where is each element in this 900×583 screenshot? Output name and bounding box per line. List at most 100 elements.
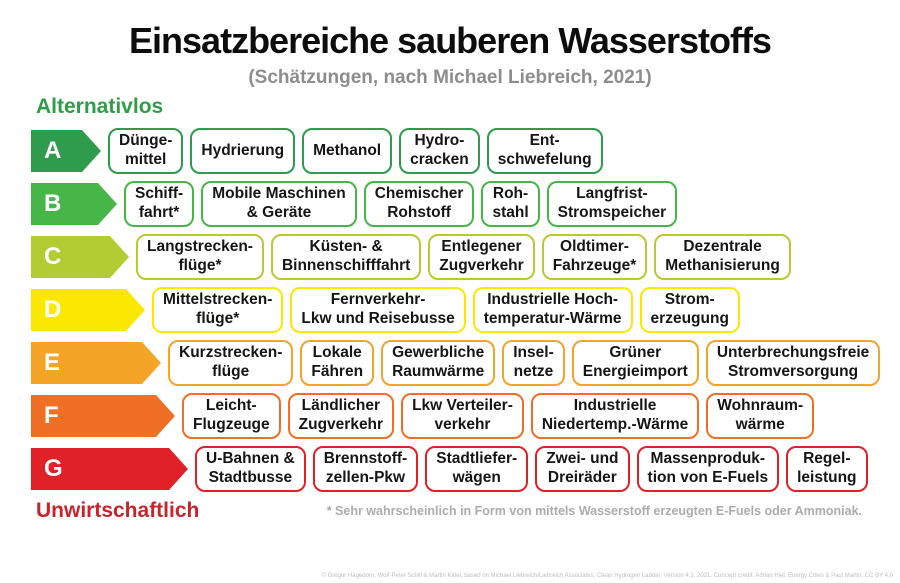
use-case-label: Zwei- und Dreiräder xyxy=(546,450,619,486)
ladder: A Dünge- mittel Hydrierung Methanol Hydro- c… xyxy=(31,128,900,492)
use-case-box: Leicht- Flugzeuge xyxy=(182,393,281,439)
use-case-label: Industrielle Hoch- temperatur-Wärme xyxy=(483,291,622,327)
use-case-label: Kurzstrecken- flüge xyxy=(179,344,283,380)
use-case-box: Unterbrechungsfreie Stromversorgung xyxy=(705,340,881,386)
grade-arrow-a: A xyxy=(31,130,101,172)
use-case-label: Hydrierung xyxy=(201,141,285,159)
use-case-label: Dezentrale Methanisierung xyxy=(665,238,780,274)
grade-arrow-c: C xyxy=(31,236,129,278)
use-case-box: Methanol xyxy=(302,128,393,174)
use-case-box: Regel- leistung xyxy=(786,446,868,492)
use-case-box: Zwei- und Dreiräder xyxy=(535,446,630,492)
grade-arrow-d: D xyxy=(31,289,145,331)
use-case-label: Ländlicher Zugverkehr xyxy=(298,397,384,433)
use-case-label: Methanol xyxy=(313,141,382,159)
use-case-box: U-Bahnen & Stadtbusse xyxy=(195,446,306,492)
grade-arrow-b: B xyxy=(31,183,117,225)
grade-arrow-e: E xyxy=(31,342,161,384)
use-case-label: Oldtimer- Fahrzeuge* xyxy=(552,238,637,274)
use-case-box: Küsten- & Binnenschifffahrt xyxy=(270,234,422,280)
use-case-label: Lokale Fähren xyxy=(311,344,364,380)
scale-label-best: Alternativlos xyxy=(36,95,164,118)
use-case-label: Stadtliefer- wägen xyxy=(436,450,518,486)
grade-letter: B xyxy=(44,190,62,217)
use-case-box: Entlegener Zugverkehr xyxy=(428,234,535,280)
use-case-box: Massenproduk- tion von E-Fuels xyxy=(636,446,780,492)
use-case-box: Hydro- cracken xyxy=(399,128,480,174)
use-case-label: Brennstoff- zellen-Pkw xyxy=(323,450,408,486)
use-case-box: Industrielle Niedertemp.-Wärme xyxy=(530,393,700,439)
use-case-label: Roh- stahl xyxy=(492,185,529,221)
use-case-label: Grüner Energieimport xyxy=(582,344,688,380)
grade-arrow-g: G xyxy=(31,448,188,490)
use-case-box: Langstrecken- flüge* xyxy=(136,234,264,280)
page-subtitle: (Schätzungen, nach Michael Liebreich, 20… xyxy=(248,67,652,88)
use-case-label: Ent- schwefelung xyxy=(497,132,592,168)
ladder-row-g: G U-Bahnen & Stadtbusse Brennstoff- zellen… xyxy=(31,446,900,492)
use-case-label: Entlegener Zugverkehr xyxy=(439,238,524,274)
use-case-label: Regel- leistung xyxy=(797,450,857,486)
use-case-box: Oldtimer- Fahrzeuge* xyxy=(541,234,648,280)
grade-arrow-f: F xyxy=(31,395,175,437)
use-case-box: Lokale Fähren xyxy=(300,340,375,386)
use-case-box: Langfrist- Stromspeicher xyxy=(546,181,678,227)
grade-letter: C xyxy=(44,243,62,270)
use-case-label: Lkw Verteiler- verkehr xyxy=(412,397,513,433)
ladder-row-b: B Schiff- fahrt* Mobile Maschinen & Geräte… xyxy=(31,181,900,227)
use-case-box: Roh- stahl xyxy=(481,181,540,227)
use-case-box: Industrielle Hoch- temperatur-Wärme xyxy=(472,287,633,333)
use-case-box: Insel- netze xyxy=(502,340,565,386)
use-case-box: Mittelstrecken- flüge* xyxy=(152,287,284,333)
use-case-box: Brennstoff- zellen-Pkw xyxy=(312,446,419,492)
use-case-box: Wohnraum- wärme xyxy=(706,393,815,439)
use-case-box: Kurzstrecken- flüge xyxy=(168,340,294,386)
use-case-label: Dünge- mittel xyxy=(119,132,173,168)
bottom-row: Unwirtschaftlich * Sehr wahrscheinlich i… xyxy=(36,499,862,523)
use-case-label: Leicht- Flugzeuge xyxy=(193,397,270,433)
use-case-label: Strom- erzeugung xyxy=(650,291,729,327)
grade-letter: A xyxy=(44,137,62,164)
use-case-box: Dezentrale Methanisierung xyxy=(654,234,791,280)
use-case-label: Mobile Maschinen & Geräte xyxy=(212,185,346,221)
scale-label-worst: Unwirtschaftlich xyxy=(36,499,200,522)
grade-letter: E xyxy=(44,349,61,376)
use-case-box: Grüner Energieimport xyxy=(571,340,699,386)
use-case-box: Strom- erzeugung xyxy=(639,287,740,333)
use-case-label: Massenproduk- tion von E-Fuels xyxy=(647,450,769,486)
use-case-box: Dünge- mittel xyxy=(108,128,184,174)
use-case-box: Ent- schwefelung xyxy=(486,128,603,174)
use-case-box: Chemischer Rohstoff xyxy=(363,181,475,227)
use-case-label: Insel- netze xyxy=(513,344,554,380)
use-case-label: Langfrist- Stromspeicher xyxy=(557,185,667,221)
use-case-label: Fernverkehr- Lkw und Reisebusse xyxy=(301,291,455,327)
use-case-label: Unterbrechungsfreie Stromversorgung xyxy=(716,344,870,380)
use-case-box: Schiff- fahrt* xyxy=(124,181,195,227)
ladder-row-a: A Dünge- mittel Hydrierung Methanol Hydro- c… xyxy=(31,128,900,174)
use-case-label: Mittelstrecken- flüge* xyxy=(163,291,273,327)
use-case-label: Industrielle Niedertemp.-Wärme xyxy=(541,397,689,433)
use-case-label: Gewerbliche Raumwärme xyxy=(392,344,485,380)
use-case-box: Lkw Verteiler- verkehr xyxy=(401,393,524,439)
use-case-box: Mobile Maschinen & Geräte xyxy=(201,181,357,227)
ladder-row-f: F Leicht- Flugzeuge Ländlicher Zugverkehr L… xyxy=(31,393,900,439)
use-case-box: Hydrierung xyxy=(190,128,296,174)
use-case-box: Fernverkehr- Lkw und Reisebusse xyxy=(290,287,466,333)
grade-letter: F xyxy=(44,402,59,429)
use-case-label: Hydro- cracken xyxy=(410,132,469,168)
credit-line: © Gregor Hagedorn, Wolf-Peter Schill & M… xyxy=(321,573,894,579)
use-case-label: Schiff- fahrt* xyxy=(135,185,184,221)
ladder-row-c: C Langstrecken- flüge* Küsten- & Binnensch… xyxy=(31,234,900,280)
use-case-label: U-Bahnen & Stadtbusse xyxy=(206,450,295,486)
use-case-label: Wohnraum- wärme xyxy=(717,397,804,433)
use-case-box: Gewerbliche Raumwärme xyxy=(381,340,496,386)
use-case-box: Stadtliefer- wägen xyxy=(425,446,529,492)
use-case-box: Ländlicher Zugverkehr xyxy=(287,393,395,439)
use-case-label: Chemischer Rohstoff xyxy=(374,185,464,221)
ladder-row-d: D Mittelstrecken- flüge* Fernverkehr- Lkw … xyxy=(31,287,900,333)
use-case-label: Langstrecken- flüge* xyxy=(147,238,253,274)
grade-letter: G xyxy=(44,455,63,482)
footnote: * Sehr wahrscheinlich in Form von mittel… xyxy=(326,504,862,518)
ladder-row-e: E Kurzstrecken- flüge Lokale Fähren Gewerbl… xyxy=(31,340,900,386)
grade-letter: D xyxy=(44,296,62,323)
use-case-label: Küsten- & Binnenschifffahrt xyxy=(281,238,411,274)
